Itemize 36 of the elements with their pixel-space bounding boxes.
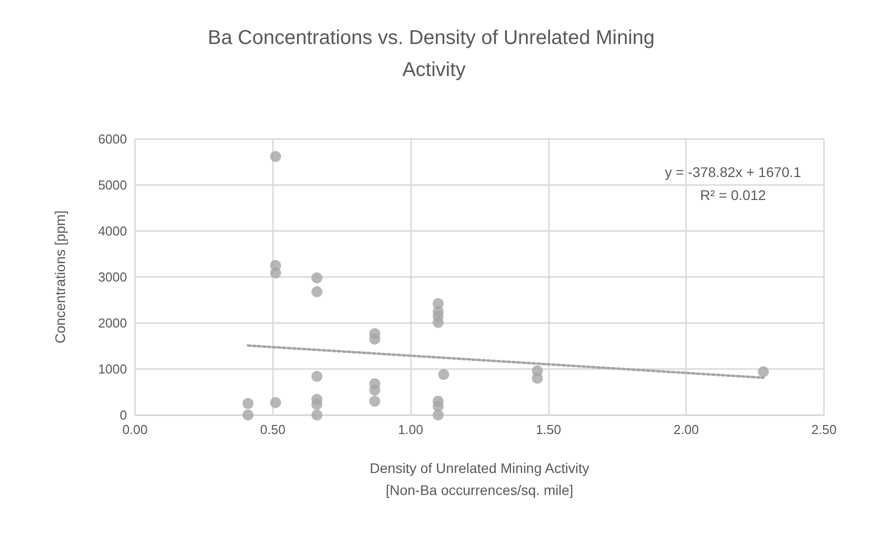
point [242,398,254,409]
y-tick-label: 2000 [98,316,127,330]
x-tick-label: 1.00 [398,422,424,437]
y-tick-label: 1000 [98,362,127,376]
point [311,410,322,420]
point [532,372,543,384]
y-tick-label: 5000 [98,178,127,192]
point [369,396,380,407]
y-tick-label: 6000 [98,132,127,146]
point [432,317,444,328]
x-tick-label: 2.50 [811,422,837,437]
y-tick-label: 0 [120,408,127,422]
point [438,369,450,380]
point [270,397,282,408]
point [311,286,322,298]
point [242,410,254,420]
point [432,410,444,420]
y-tick-label: 4000 [98,224,127,238]
y-axis-title: Concentrations [ppm] [52,210,68,344]
point [270,150,282,162]
y-tick-label: 3000 [98,270,127,284]
x-tick-label: 0.50 [260,422,286,437]
point [369,384,380,396]
point [311,398,322,410]
point [369,334,380,345]
point [758,366,769,378]
x-tick-label: 2.00 [674,422,699,437]
x-tick-label: 0.00 [122,422,148,437]
point [270,267,282,278]
annotation: y = -378.82x + 1670.1 [664,164,802,180]
chart-title: Ba Concentrations vs. Density of Unrelated Mining Activity [208,27,660,81]
point [311,272,322,284]
x-axis-title: Density of Unrelated Mining Activity [Non-Ba occurrences/sq. mile] [370,460,590,498]
x-tick-label: 1.50 [536,422,562,437]
annotation: R² = 0.012 [700,187,766,203]
point [311,370,322,382]
